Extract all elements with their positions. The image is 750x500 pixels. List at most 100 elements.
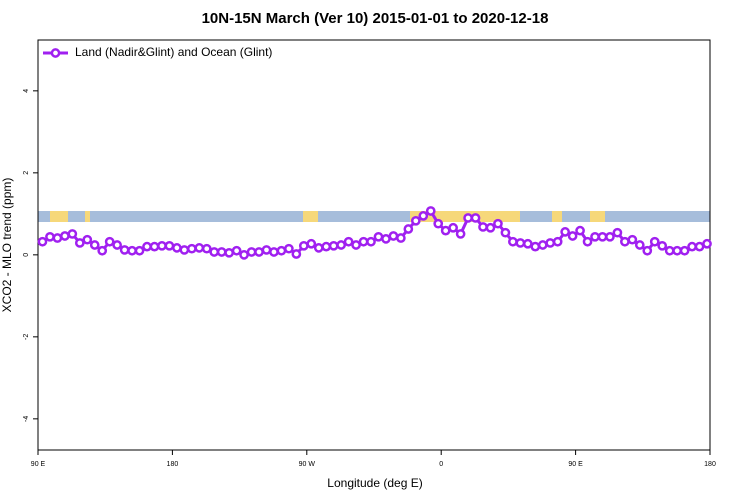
point [209, 247, 220, 257]
point [515, 238, 526, 248]
point [112, 240, 122, 250]
point [410, 215, 421, 226]
x-tick-label: 90 E [568, 461, 583, 468]
x-tick-label: 90 W [299, 461, 316, 468]
point [231, 245, 242, 256]
point [142, 241, 152, 252]
legend-marker [50, 48, 61, 58]
land-patch [85, 211, 90, 222]
point [664, 245, 675, 256]
point [642, 245, 653, 256]
point [500, 227, 511, 238]
point [336, 240, 346, 250]
point [687, 241, 697, 252]
point [649, 236, 660, 247]
point [172, 243, 182, 253]
point [657, 240, 668, 251]
point [164, 240, 175, 251]
point [321, 241, 332, 252]
point [582, 236, 593, 247]
point [366, 236, 376, 247]
point [373, 231, 384, 242]
point [254, 247, 264, 257]
point [134, 245, 145, 256]
point [37, 236, 48, 247]
land-patch [590, 211, 605, 222]
chart-title: 10N-15N March (Ver 10) 2015-01-01 to 202… [202, 10, 549, 27]
point [60, 231, 70, 241]
point [463, 213, 473, 223]
point [269, 247, 279, 257]
y-tick-label: 2 [23, 171, 30, 175]
point [567, 231, 578, 241]
point [702, 238, 712, 249]
point [620, 236, 630, 247]
x-axis-label: Longitude (deg E) [327, 476, 422, 490]
land-ocean-mask [38, 211, 710, 222]
point [493, 218, 503, 229]
point [358, 236, 369, 247]
point [313, 243, 324, 253]
point [67, 229, 78, 239]
point [612, 227, 623, 238]
point [328, 240, 339, 251]
y-tick-label: 4 [23, 89, 30, 93]
point [149, 241, 160, 252]
ocean-band [38, 211, 710, 222]
point [545, 238, 556, 248]
y-tick-label: -2 [23, 334, 30, 340]
point [485, 222, 496, 233]
x-tick-label: 0 [439, 461, 443, 468]
point [45, 231, 55, 242]
point [52, 233, 63, 243]
point [298, 240, 309, 251]
land-patch [50, 211, 68, 222]
point [216, 247, 227, 257]
y-tick-label: -4 [23, 416, 30, 422]
point [239, 249, 249, 260]
point [157, 240, 167, 251]
point [194, 243, 205, 253]
point [627, 234, 638, 245]
point [276, 245, 287, 256]
point [119, 245, 130, 255]
point [478, 222, 488, 232]
point [396, 233, 406, 243]
point [590, 231, 600, 242]
point [246, 247, 257, 257]
y-tick-label: 0 [23, 253, 30, 257]
point [530, 241, 541, 252]
point [597, 231, 608, 242]
point [440, 225, 451, 236]
point [433, 218, 444, 229]
point [104, 236, 115, 247]
point [508, 236, 518, 247]
point [186, 243, 197, 254]
point [560, 227, 570, 237]
point [74, 238, 85, 248]
land-patch [303, 211, 318, 222]
point [291, 249, 302, 259]
point [672, 245, 682, 256]
point [224, 247, 234, 258]
point [127, 245, 137, 256]
point [201, 243, 212, 254]
point [455, 229, 466, 239]
y-axis-label: XCO2 - MLO trend (ppm) [0, 178, 14, 313]
point [284, 243, 294, 254]
legend-label: Land (Nadir&Glint) and Ocean (Glint) [75, 45, 272, 59]
point [552, 236, 563, 247]
point [179, 245, 190, 255]
point [351, 240, 361, 250]
point [522, 238, 533, 249]
land-patch [552, 211, 562, 222]
point [261, 245, 272, 255]
point [388, 231, 399, 241]
point [403, 224, 414, 234]
point [381, 234, 391, 244]
point [537, 240, 548, 250]
point [89, 240, 100, 250]
x-tick-label: 180 [704, 461, 716, 468]
